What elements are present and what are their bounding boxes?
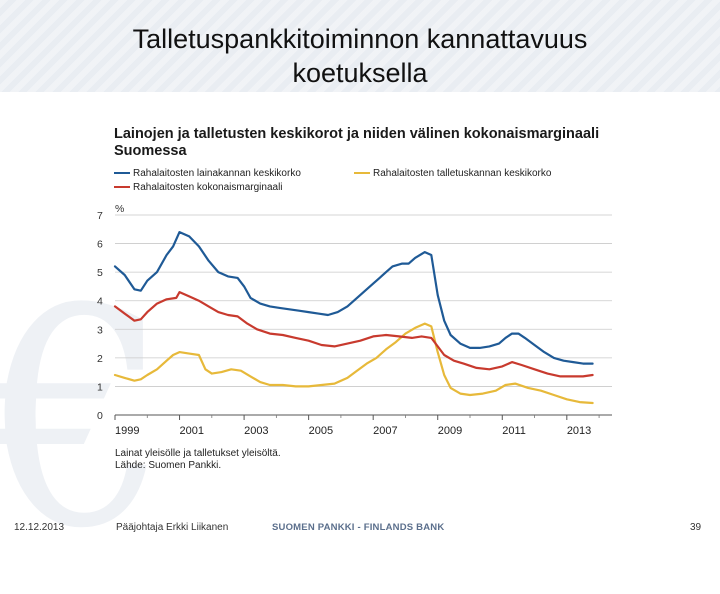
slide-title-line-1: Talletuspankkitoiminnon kannattavuus bbox=[132, 24, 588, 54]
euro-watermark-icon: € bbox=[0, 245, 171, 594]
chart-source: Lähde: Suomen Pankki. bbox=[115, 460, 222, 471]
slide-title: Talletuspankkitoiminnon kannattavuus koe… bbox=[60, 22, 660, 90]
x-tick-label-2003: 2003 bbox=[244, 425, 268, 437]
x-tick-label-2011: 2011 bbox=[502, 425, 526, 437]
chart-footnote: Lainat yleisölle ja talletukset yleisölt… bbox=[115, 448, 281, 472]
x-tick-label-2007: 2007 bbox=[373, 425, 397, 437]
x-tick-label-2005: 2005 bbox=[309, 425, 333, 437]
slide-title-line-2: koetuksella bbox=[292, 58, 428, 88]
y-tick-label-3: 3 bbox=[97, 324, 103, 336]
footer-presenter: Pääjohtaja Erkki Liikanen bbox=[116, 522, 229, 533]
y-tick-label-0: 0 bbox=[97, 410, 103, 422]
series-line-1 bbox=[113, 322, 594, 405]
footer-date: 12.12.2013 bbox=[14, 522, 65, 533]
y-tick-label-6: 6 bbox=[97, 239, 103, 251]
chart-title: Lainojen ja talletusten keskikorot ja ni… bbox=[114, 126, 599, 160]
legend-item-total-margin: Rahalaitosten kokonaismarginaali bbox=[114, 182, 283, 193]
series-line-0 bbox=[113, 231, 594, 365]
chart-title-line-1: Lainojen ja talletusten keskikorot ja ni… bbox=[114, 126, 600, 142]
legend-item-deposit-rate: Rahalaitosten talletuskannan keskikorko bbox=[354, 168, 551, 179]
chart-title-line-2: Suomessa bbox=[114, 143, 187, 159]
legend-swatch-lending-rate bbox=[114, 172, 130, 175]
x-tick-label-2001: 2001 bbox=[180, 425, 204, 437]
y-tick-label-2: 2 bbox=[97, 353, 103, 365]
x-tick-label-1999: 1999 bbox=[115, 425, 139, 437]
legend-label-deposit-rate: Rahalaitosten talletuskannan keskikorko bbox=[373, 168, 552, 179]
y-tick-label-4: 4 bbox=[97, 296, 103, 308]
legend-swatch-deposit-rate bbox=[354, 172, 370, 175]
footer-brand: SUOMEN PANKKI - FINLANDS BANK bbox=[272, 522, 445, 533]
y-tick-label-1: 1 bbox=[97, 381, 103, 393]
title-band bbox=[0, 0, 720, 92]
x-tick-label-2009: 2009 bbox=[438, 425, 462, 437]
legend-swatch-total-margin bbox=[114, 186, 130, 189]
legend-label-lending-rate: Rahalaitosten lainakannan keskikorko bbox=[133, 168, 301, 179]
y-axis-label: % bbox=[115, 203, 124, 215]
chart-note: Lainat yleisölle ja talletukset yleisölt… bbox=[115, 448, 281, 459]
y-tick-label-7: 7 bbox=[97, 210, 103, 222]
x-tick-label-2013: 2013 bbox=[567, 425, 591, 437]
series-line-2 bbox=[113, 291, 594, 378]
line-chart: 0 1 2 3 4 5 6 7% 1999 2001 2003 2005 2007 2009 2011 201… bbox=[97, 203, 612, 437]
legend-item-lending-rate: Rahalaitosten lainakannan keskikorko bbox=[114, 168, 301, 179]
y-tick-label-5: 5 bbox=[97, 267, 103, 279]
page-number: 39 bbox=[690, 522, 702, 533]
legend-label-total-margin: Rahalaitosten kokonaismarginaali bbox=[133, 182, 283, 193]
